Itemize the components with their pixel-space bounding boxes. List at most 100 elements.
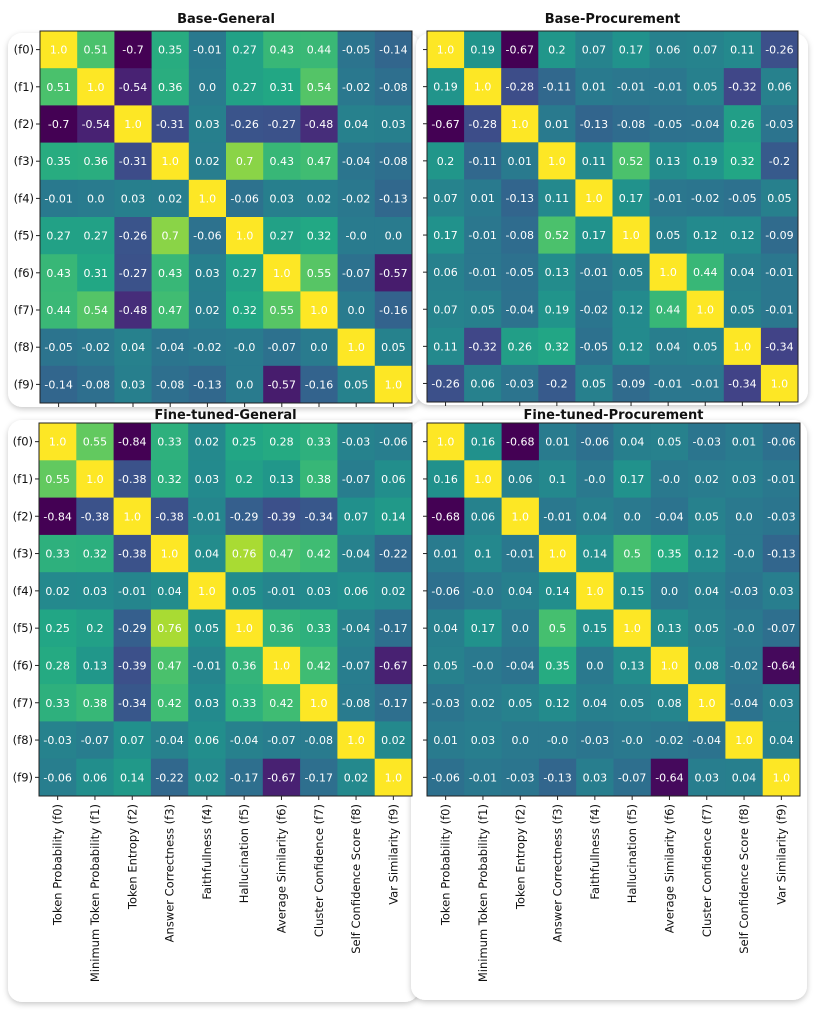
cell-value-label: -0.05 bbox=[580, 340, 608, 353]
cell-value-label: 0.33 bbox=[232, 697, 257, 710]
cell-value-label: 0.06 bbox=[433, 266, 458, 279]
heatmap-cell bbox=[612, 105, 651, 143]
cell-value-label: 0.05 bbox=[695, 622, 720, 635]
x-tick-label: Var Similarity (f9) bbox=[386, 804, 400, 905]
cell-value-label: -0.05 bbox=[342, 44, 370, 57]
heatmap-cell bbox=[40, 105, 78, 144]
heatmap-cell bbox=[762, 721, 801, 760]
cell-value-label: 0.28 bbox=[269, 436, 294, 449]
cell-value-label: -0.02 bbox=[655, 734, 683, 747]
heatmap-frame bbox=[426, 30, 799, 403]
heatmap-cell bbox=[575, 364, 613, 403]
cell-value-label: -0.09 bbox=[617, 377, 645, 390]
cell-value-label: -0.03 bbox=[431, 697, 459, 710]
heatmap-cell bbox=[77, 328, 115, 367]
heatmap-cell bbox=[337, 758, 376, 797]
cell-value-label: 0.47 bbox=[157, 659, 182, 672]
heatmap-cell bbox=[613, 609, 652, 648]
cell-value-label: 0.0 bbox=[385, 230, 403, 243]
cell-value-label: -0.67 bbox=[267, 771, 295, 784]
heatmap-cell bbox=[427, 327, 465, 366]
heatmap-cell bbox=[337, 31, 376, 69]
cell-value-label: 0.35 bbox=[545, 659, 570, 672]
heatmap-cell bbox=[188, 105, 227, 144]
heatmap-cell bbox=[725, 497, 764, 536]
cell-value-label: -0.64 bbox=[655, 771, 683, 784]
cell-value-label: 0.11 bbox=[433, 340, 458, 353]
cell-value-label: 0.04 bbox=[121, 341, 146, 354]
cell-value-label: -0.38 bbox=[155, 510, 183, 523]
cell-value-label: 0.03 bbox=[769, 697, 794, 710]
heatmap-cell bbox=[40, 142, 78, 181]
heatmap-cell bbox=[188, 646, 226, 685]
cell-value-label: 0.17 bbox=[433, 229, 458, 242]
cell-value-label: 1.0 bbox=[87, 81, 105, 94]
heatmap-cell bbox=[575, 216, 613, 255]
cell-value-label: 0.0 bbox=[199, 81, 217, 94]
heatmap-cell bbox=[77, 291, 115, 330]
heatmap-cell bbox=[150, 423, 189, 461]
heatmap-cell bbox=[114, 291, 153, 330]
heatmap-cell bbox=[40, 31, 78, 69]
heatmap-cell bbox=[114, 68, 153, 106]
cell-value-label: 0.05 bbox=[730, 303, 755, 316]
heatmap-cell bbox=[374, 460, 413, 499]
heatmap-cell bbox=[262, 572, 301, 610]
cell-value-label: 0.06 bbox=[767, 81, 792, 94]
y-tick-label: (f5) bbox=[14, 229, 34, 243]
cell-value-label: -0.39 bbox=[118, 659, 146, 672]
cell-value-label: -0.06 bbox=[767, 436, 795, 449]
cell-value-label: 0.43 bbox=[270, 155, 295, 168]
heatmap-cell bbox=[374, 646, 413, 685]
x-tick-label: Answer Correctness (f3) bbox=[551, 804, 565, 942]
heatmap-panel: 1.0 0.51 -0.7 0.35 -0.01 0.27 0.43 0.44 -0.05 -0.… bbox=[14, 12, 413, 407]
heatmap-cell bbox=[300, 254, 339, 292]
cell-value-label: 1.0 bbox=[385, 378, 403, 391]
cell-value-label: -0.26 bbox=[230, 118, 258, 131]
cell-value-label: 0.14 bbox=[545, 585, 570, 598]
heatmap-cell bbox=[225, 572, 264, 610]
cell-value-label: 1.0 bbox=[310, 304, 328, 317]
heatmap-cell bbox=[723, 216, 762, 255]
heatmap-cell bbox=[464, 68, 502, 106]
cell-value-label: 0.04 bbox=[433, 622, 458, 635]
heatmap-cell bbox=[575, 142, 613, 180]
heatmap-cell bbox=[76, 721, 115, 760]
heatmap-cell bbox=[613, 423, 652, 461]
heatmap-cell bbox=[649, 179, 688, 217]
cell-value-label: 0.43 bbox=[46, 267, 71, 280]
heatmap-cell bbox=[760, 68, 799, 106]
cell-value-label: 0.02 bbox=[158, 192, 183, 205]
heatmap-cell bbox=[613, 684, 652, 722]
heatmap-cell bbox=[263, 179, 301, 218]
heatmap-cell bbox=[725, 460, 764, 499]
cell-value-label: -0.7 bbox=[122, 44, 143, 57]
heatmap-cell bbox=[337, 423, 376, 461]
cell-value-label: 1.0 bbox=[585, 192, 603, 205]
heatmap-cell bbox=[686, 364, 725, 403]
cell-value-label: -0.08 bbox=[305, 734, 333, 747]
cell-value-label: 0.35 bbox=[657, 548, 682, 561]
cell-value-label: 0.55 bbox=[83, 436, 108, 449]
heatmap-cell bbox=[188, 721, 226, 760]
heatmap-cell bbox=[114, 328, 153, 367]
heatmap-cell bbox=[40, 291, 78, 330]
x-tick-label: Average Similarity (f6) bbox=[274, 804, 288, 933]
cell-value-label: -0.38 bbox=[118, 548, 146, 561]
cell-value-label: 0.27 bbox=[232, 81, 257, 94]
cell-value-label: 1.0 bbox=[236, 230, 254, 243]
heatmap-cell bbox=[723, 142, 762, 180]
heatmap-cell bbox=[374, 684, 413, 722]
cell-value-label: 0.04 bbox=[344, 118, 369, 131]
heatmap-cell bbox=[188, 179, 227, 218]
x-tick-label: Faithfullness (f4) bbox=[588, 804, 602, 900]
heatmap-cell bbox=[464, 609, 503, 648]
heatmap-cell bbox=[337, 609, 376, 648]
cell-value-label: -0.13 bbox=[580, 118, 608, 131]
y-tick-label: (f6) bbox=[14, 266, 34, 280]
heatmap-cell bbox=[77, 365, 115, 404]
heatmap-cell bbox=[337, 572, 376, 610]
cell-value-label: -0.07 bbox=[268, 341, 296, 354]
heatmap-cell bbox=[464, 31, 502, 69]
heatmap-cell bbox=[150, 534, 189, 573]
